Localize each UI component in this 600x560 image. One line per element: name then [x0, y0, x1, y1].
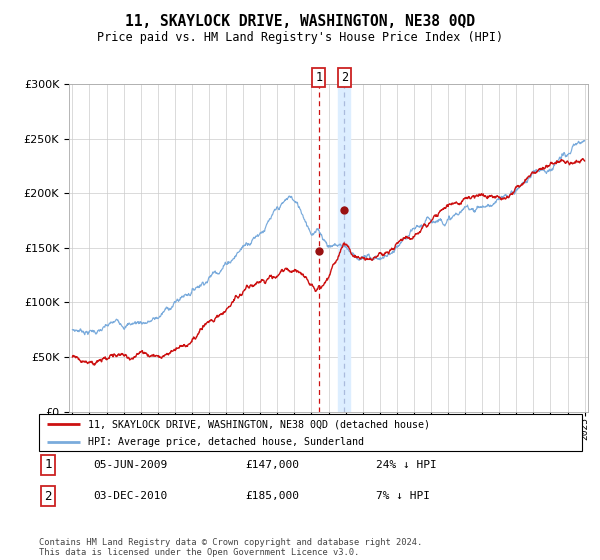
Text: £147,000: £147,000: [245, 460, 299, 470]
Text: 2: 2: [44, 489, 52, 503]
Bar: [338, 84, 350, 412]
Text: Contains HM Land Registry data © Crown copyright and database right 2024.
This d: Contains HM Land Registry data © Crown c…: [39, 538, 422, 557]
Text: 24% ↓ HPI: 24% ↓ HPI: [376, 460, 436, 470]
Text: 2: 2: [341, 71, 348, 84]
Text: 11, SKAYLOCK DRIVE, WASHINGTON, NE38 0QD: 11, SKAYLOCK DRIVE, WASHINGTON, NE38 0QD: [125, 14, 475, 29]
Text: Price paid vs. HM Land Registry's House Price Index (HPI): Price paid vs. HM Land Registry's House …: [97, 31, 503, 44]
Text: 7% ↓ HPI: 7% ↓ HPI: [376, 491, 430, 501]
Text: 03-DEC-2010: 03-DEC-2010: [94, 491, 167, 501]
Text: HPI: Average price, detached house, Sunderland: HPI: Average price, detached house, Sund…: [88, 437, 364, 447]
Text: 1: 1: [315, 71, 322, 84]
Text: 11, SKAYLOCK DRIVE, WASHINGTON, NE38 0QD (detached house): 11, SKAYLOCK DRIVE, WASHINGTON, NE38 0QD…: [88, 419, 430, 429]
Text: 05-JUN-2009: 05-JUN-2009: [94, 460, 167, 470]
Text: 1: 1: [44, 458, 52, 471]
Text: £185,000: £185,000: [245, 491, 299, 501]
